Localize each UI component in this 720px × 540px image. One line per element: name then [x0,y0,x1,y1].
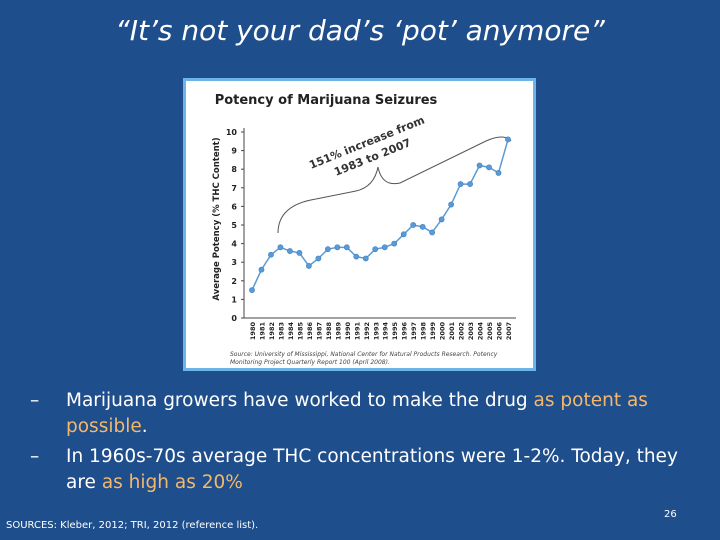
data-point [495,170,502,176]
y-tick-label: 6 [231,202,237,211]
y-tick-label: 0 [231,314,237,323]
y-tick-label: 3 [231,258,237,267]
data-point [400,231,407,238]
y-tick-label: 4 [231,240,237,249]
x-tick-label: 1989 [334,322,342,341]
bullet-text: In 1960s-70s average THC concentrations … [66,446,678,493]
chart-source-line1: Source: University of Mississippi, Natio… [230,351,498,358]
data-point [305,263,312,269]
x-tick-label: 1993 [372,322,380,340]
data-point [287,248,293,254]
data-point [258,266,265,273]
x-tick-label: 1998 [420,322,428,341]
x-tick-label: 1995 [391,322,399,341]
data-point [249,287,255,293]
y-tick-label: 10 [226,128,238,137]
x-tick-label: 2007 [505,322,513,340]
bullet-list: – Marijuana growers have worked to make … [30,388,690,500]
x-tick-label: 2004 [477,322,485,341]
x-tick-label: 1991 [353,322,361,341]
data-point [343,244,350,251]
data-point [353,253,360,260]
x-tick-label: 1996 [401,322,409,341]
chart-frame: Potency of Marijuana Seizures Average Po… [183,78,536,371]
x-tick-label: 1984 [287,322,295,341]
x-tick-label: 1990 [344,322,352,341]
x-tick-label: 1994 [382,322,390,341]
data-point [410,222,417,228]
x-tick-label: 1986 [306,322,314,341]
y-tick-label: 2 [231,277,237,286]
x-tick-label: 2005 [486,322,494,341]
x-tick-label: 1985 [296,322,304,341]
data-point [438,216,445,223]
annotation-bracket [277,136,512,234]
x-tick-label: 1987 [315,322,323,340]
data-point [372,246,379,253]
data-point [315,255,322,262]
chart-source-line2: Monitoring Project Quarterly Report 100 … [230,359,390,366]
data-point [324,246,331,253]
data-point [429,229,436,236]
data-point [381,244,388,251]
data-point [467,181,473,187]
data-point [391,240,398,247]
y-tick-label: 8 [231,165,237,174]
x-tick-label: 2002 [458,322,466,340]
x-tick-label: 1983 [277,322,285,340]
x-tick-label: 1999 [429,322,437,341]
x-tick-label: 2003 [467,322,475,340]
data-point [362,255,369,262]
data-point [296,249,303,256]
chart-title: Potency of Marijuana Seizures [215,93,438,108]
data-point [419,223,426,230]
data-point [505,136,511,143]
y-tick-label: 1 [231,295,237,304]
bullet-text-end: . [141,416,148,437]
x-tick-label: 1988 [325,322,333,341]
data-point [457,181,464,187]
x-tick-label: 1992 [363,322,371,340]
y-tick-label: 9 [231,147,237,156]
bullet-dash: – [30,390,40,411]
chart-panel: Potency of Marijuana Seizures Average Po… [186,81,533,368]
series-layer [249,136,511,293]
data-point [277,244,284,251]
data-point [268,251,274,258]
x-tick-label: 2001 [448,322,456,341]
series-line [251,139,509,291]
x-tick-label: 1997 [410,322,418,340]
bullet-text: Marijuana growers have worked to make th… [66,390,534,411]
bullet-highlight: as potent as possible [66,390,648,437]
y-tick-label: 7 [231,184,237,193]
x-tick-label: 1980 [249,322,257,341]
y-axis-label: Average Potency (% THC Content) [212,137,222,300]
data-point [448,201,455,208]
page-number: 26 [664,509,677,520]
potency-chart: Potency of Marijuana Seizures Average Po… [212,93,516,366]
axes-layer: 0 1 2 3 4 5 6 7 8 9 10 1980 1981 1982 1983 1984 1985 1986… [226,128,516,340]
sources-footnote: SOURCES: Kleber, 2012; TRI, 2012 (refere… [6,520,259,531]
data-point [476,162,483,169]
data-point [334,244,341,251]
bullet-item: – In 1960s-70s average THC concentration… [30,444,690,496]
x-tick-label: 1982 [268,322,276,340]
x-tick-label: 1981 [258,322,266,341]
x-tick-label: 2006 [496,322,504,341]
slide-title: “It’s not your dad’s ‘pot’ anymore” [115,14,605,47]
bullet-dash: – [30,446,40,467]
y-tick-label: 5 [231,221,237,230]
bullet-highlight: as high as 20% [101,472,243,493]
x-tick-label: 2000 [439,322,447,341]
bullet-item: – Marijuana growers have worked to make … [30,388,690,440]
data-point [486,164,492,171]
